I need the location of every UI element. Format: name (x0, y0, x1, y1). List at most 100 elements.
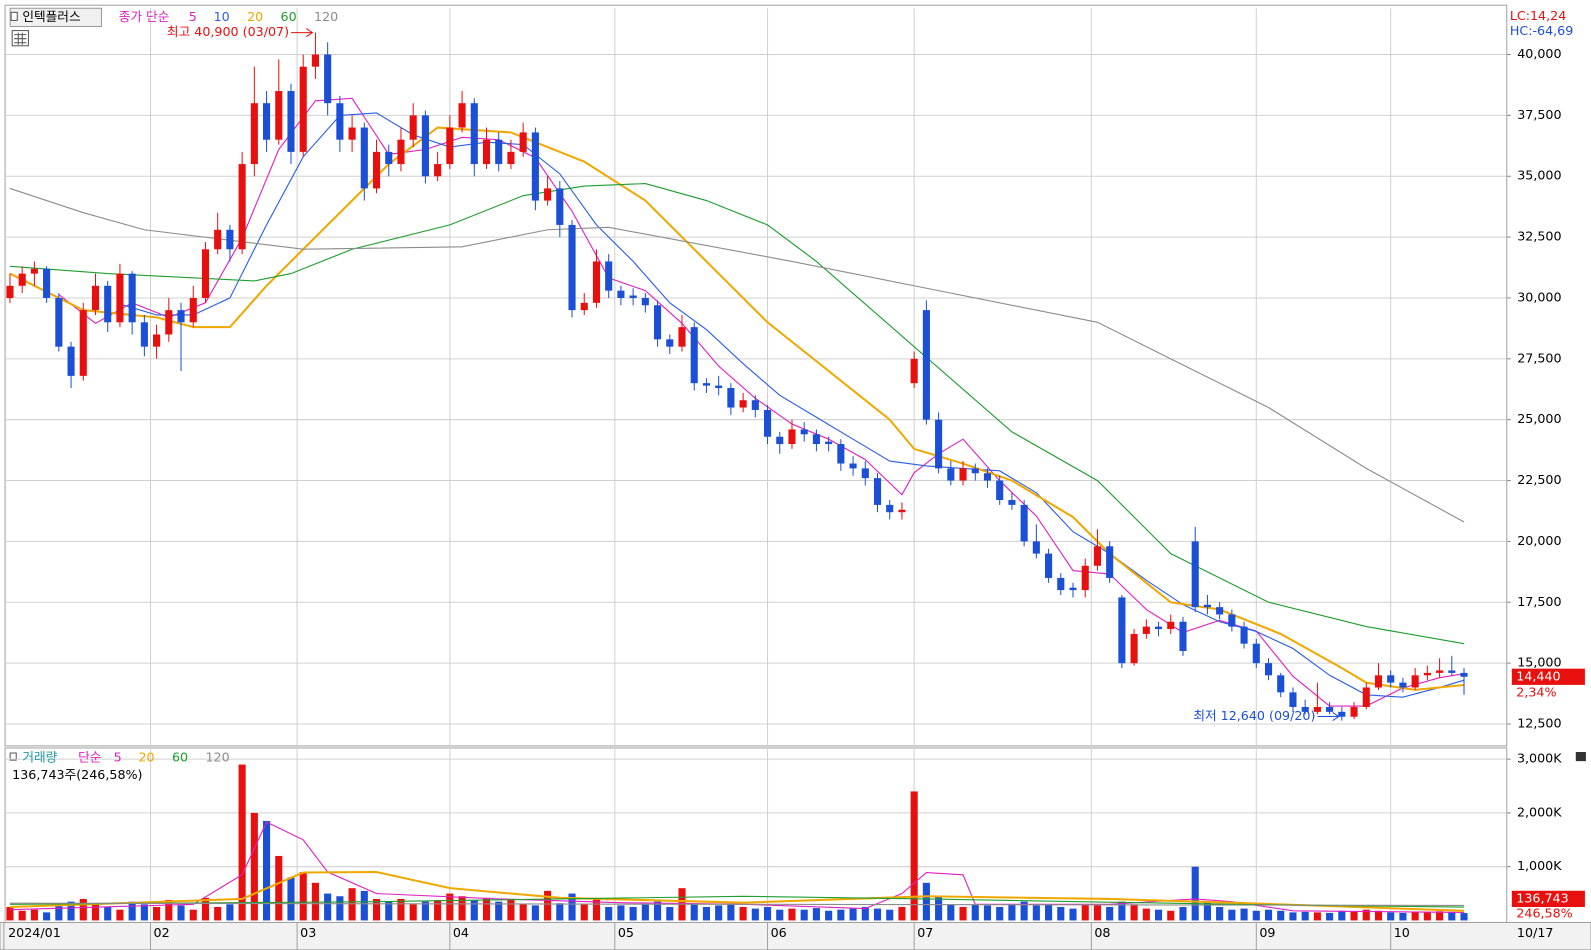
candle-body (226, 229, 234, 250)
volume-bar (336, 896, 344, 921)
volume-bar (849, 908, 857, 921)
candle-body (825, 441, 833, 445)
volume-bar (873, 908, 882, 921)
candle-body (592, 261, 601, 303)
candle-body (263, 103, 271, 140)
volume-bar (519, 904, 527, 921)
candle-body (434, 164, 442, 177)
x-tick-label: 06 (771, 925, 787, 940)
candle-body (372, 151, 381, 189)
volume-bar (1264, 909, 1273, 921)
candle-body (495, 139, 503, 165)
checkbox-icon[interactable] (10, 11, 18, 21)
volume-bar (360, 890, 368, 921)
candle-body (1020, 504, 1028, 542)
candle-body (678, 327, 686, 347)
candle-body (1252, 643, 1260, 664)
candle-body (79, 310, 87, 376)
y-tick-label: 40,000 (1517, 46, 1561, 61)
close-icon[interactable] (1575, 752, 1586, 762)
x-tick-label: 04 (453, 925, 469, 940)
candle-body (507, 151, 515, 165)
volume-bar (837, 909, 845, 921)
legend-entry: 5 (189, 9, 197, 24)
candle-body (1130, 633, 1138, 664)
candle-body (214, 229, 222, 250)
volume-bar (910, 791, 918, 921)
candle-body (935, 419, 943, 469)
volume-bar (1118, 901, 1126, 921)
price-pane (4, 4, 1508, 747)
y-tick-label: 35,000 (1517, 168, 1561, 183)
volume-bar (922, 882, 930, 921)
candle-body (177, 310, 185, 323)
volume-bar (18, 910, 26, 921)
y-tick-label: 17,500 (1517, 594, 1561, 609)
candle-body (1362, 687, 1370, 707)
volume-bar (763, 907, 772, 921)
y-tick-label: 15,000 (1517, 655, 1561, 670)
candle-body (1411, 675, 1419, 688)
candle-body (788, 429, 796, 445)
volume-bar (1301, 911, 1309, 921)
candle-body (116, 273, 124, 323)
volume-bar (666, 907, 674, 921)
volume-bar (825, 910, 833, 921)
high-arrow (291, 28, 314, 38)
candle-body (776, 436, 784, 445)
moving-average-line (9, 126, 1465, 691)
candle-body (18, 273, 26, 286)
y-tick-label: 12,500 (1517, 716, 1561, 731)
volume-bar (1045, 904, 1053, 921)
volume-bar (629, 907, 637, 921)
volume-bar (1106, 907, 1114, 921)
volume-bar (1069, 908, 1077, 921)
candle-body (1240, 626, 1248, 644)
moving-average-line (9, 902, 1465, 906)
candle-body (654, 305, 662, 340)
x-tick-label: 10 (1394, 925, 1410, 940)
volume-bar (605, 907, 613, 921)
volume-bar (776, 909, 784, 921)
change-rate: 2,34% (1516, 685, 1556, 700)
candle-body (409, 115, 417, 140)
checkbox-icon[interactable] (9, 752, 17, 761)
x-tick-label: 08 (1094, 925, 1110, 940)
volume-bar (1338, 910, 1346, 921)
legend-entry: 120 (205, 750, 229, 765)
end-date: 10/17 (1517, 925, 1554, 940)
legend-entry: 60 (281, 9, 297, 24)
candle-body (1277, 675, 1285, 693)
x-tick-label: 09 (1259, 925, 1275, 940)
y-tick-label: 3,000K (1517, 751, 1562, 766)
lc-label: LC:14,24 (1510, 8, 1566, 23)
hc-label: HC:-64,69 (1510, 23, 1574, 38)
legend-entry: 20 (139, 750, 155, 765)
volume-bar (1448, 912, 1456, 921)
candle-body (690, 327, 698, 384)
candle-body (1326, 706, 1334, 712)
low-arrow (1317, 712, 1340, 722)
volume-bar (177, 905, 185, 921)
candle-body (1008, 500, 1016, 505)
volume-bar (189, 909, 197, 921)
candle-body (1167, 621, 1175, 630)
volume-bar (6, 907, 14, 921)
volume-bar (1020, 901, 1028, 921)
candle-body (104, 285, 112, 323)
volume-bar (592, 898, 601, 921)
volume-bar (544, 890, 552, 921)
candle-body (739, 400, 747, 408)
volume-bar (1142, 908, 1150, 921)
volume-bar (55, 904, 63, 921)
volume-bar (996, 907, 1004, 921)
volume-bar (495, 901, 503, 921)
volume-bar (79, 898, 87, 921)
y-tick-label: 27,500 (1517, 350, 1561, 365)
legend-entry: 20 (247, 9, 263, 24)
legend-entry: 10 (214, 9, 230, 24)
candle-body (544, 188, 552, 201)
candle-body (873, 478, 882, 505)
candle-body (1301, 706, 1309, 712)
stock-name-box[interactable] (9, 7, 102, 28)
